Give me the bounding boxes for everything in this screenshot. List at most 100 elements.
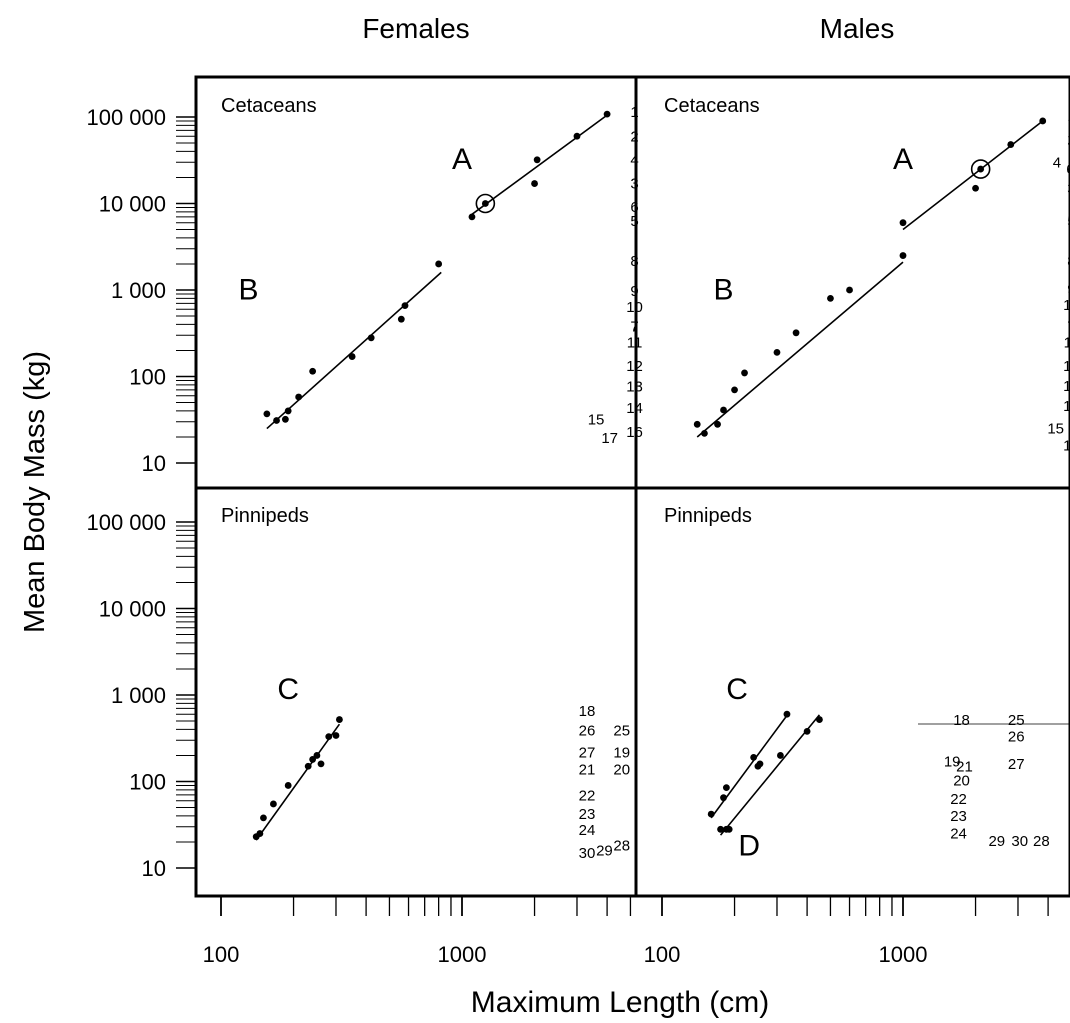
regression-line [266, 271, 442, 430]
data-point [401, 302, 409, 310]
species-number: 22 [950, 791, 967, 808]
data-point [707, 810, 715, 818]
species-number: 6 [1066, 161, 1070, 178]
data-point [803, 727, 811, 735]
y-tick-label: 10 [142, 451, 166, 476]
species-number: 25 [1008, 712, 1025, 729]
y-tick-label: 10 000 [99, 597, 166, 622]
species-number: 25 [613, 723, 630, 740]
species-number: 17 [1063, 437, 1070, 454]
column-title-males: Males [820, 13, 895, 44]
y-tick-label: 100 [129, 365, 166, 390]
data-point [256, 830, 264, 837]
group-label: C [726, 673, 748, 706]
species-number: 11 [1064, 335, 1070, 352]
data-point [846, 286, 853, 294]
data-point [750, 753, 758, 761]
data-point [714, 420, 721, 428]
species-number: 23 [950, 808, 967, 825]
species-number: 18 [953, 712, 970, 729]
data-point [773, 348, 781, 356]
regression-line [696, 261, 904, 438]
species-number: 20 [953, 772, 970, 789]
data-point [603, 110, 611, 118]
group-label: A [452, 143, 472, 176]
species-number: 21 [956, 759, 973, 776]
data-point [273, 417, 280, 424]
species-number: 29 [988, 833, 1005, 850]
x-axis-col-1: 100 1000 [203, 896, 632, 967]
data-point [1039, 117, 1047, 125]
group-label: C [277, 673, 299, 706]
data-point [1007, 141, 1015, 148]
data-point [309, 367, 317, 375]
x-tick-label: 1000 [438, 942, 487, 967]
data-point [270, 800, 277, 808]
data-point [435, 260, 443, 268]
data-point [531, 180, 538, 187]
y-tick-label: 100 [129, 770, 166, 795]
data-point [325, 733, 333, 741]
species-number: 28 [1033, 833, 1050, 850]
species-number: 26 [579, 723, 596, 740]
species-number: 24 [579, 822, 596, 839]
data-point [731, 386, 738, 394]
data-point [348, 353, 356, 360]
regression-line [471, 114, 608, 215]
data-point [304, 762, 312, 770]
y-tick-label: 100 000 [86, 510, 166, 535]
data-point [317, 760, 325, 768]
species-number: 20 [613, 762, 630, 779]
species-number: 30 [579, 845, 596, 862]
group-label: B [714, 273, 734, 306]
data-point [722, 784, 730, 792]
y-tick-label: 1 000 [111, 683, 166, 708]
panel-title: Pinnipeds [664, 505, 752, 527]
data-point [260, 814, 267, 822]
species-number: 13 [1063, 378, 1070, 395]
data-point [899, 252, 907, 259]
group-label: D [738, 829, 760, 862]
panel-title: Cetaceans [664, 95, 760, 117]
species-number: 18 [579, 703, 596, 720]
data-point [977, 165, 985, 173]
data-point [295, 393, 303, 401]
data-point [725, 825, 733, 833]
circled-point-marker [970, 159, 991, 179]
species-number: 30 [1011, 833, 1028, 850]
y-tick-label: 10 [142, 856, 166, 881]
species-number: 28 [613, 837, 630, 854]
data-point [827, 294, 834, 302]
data-point [367, 334, 375, 342]
species-number: 22 [579, 788, 596, 805]
regression-line [902, 120, 1044, 231]
data-point [397, 315, 405, 323]
y-axis-row-2: 10 100 1 000 10 000 100 000 [86, 510, 196, 881]
data-point [792, 329, 800, 337]
species-number: 27 [579, 744, 596, 761]
group-label: A [893, 143, 913, 176]
data-point [972, 184, 979, 192]
x-axis-title: Maximum Length (cm) [471, 986, 769, 1019]
data-point [263, 410, 271, 418]
species-number: 19 [944, 753, 961, 770]
data-point [313, 752, 321, 759]
data-point [309, 756, 317, 763]
x-tick-label: 100 [644, 942, 681, 967]
y-axis-title: Mean Body Mass (kg) [19, 351, 51, 633]
data-point [693, 420, 701, 428]
species-number: 14 [1063, 398, 1070, 415]
y-tick-label: 1 000 [111, 278, 166, 303]
column-title-females: Females [362, 13, 469, 44]
data-point [481, 200, 489, 207]
y-tick-label: 10 000 [99, 192, 166, 217]
data-point [717, 825, 724, 833]
species-number: 17 [601, 430, 618, 447]
x-tick-label: 1000 [879, 942, 928, 967]
data-point [899, 219, 907, 227]
circled-point-marker [475, 193, 496, 214]
species-number: 19 [613, 744, 630, 761]
y-axis-row-1: 10 100 1 000 10 000 100 000 [86, 105, 196, 476]
